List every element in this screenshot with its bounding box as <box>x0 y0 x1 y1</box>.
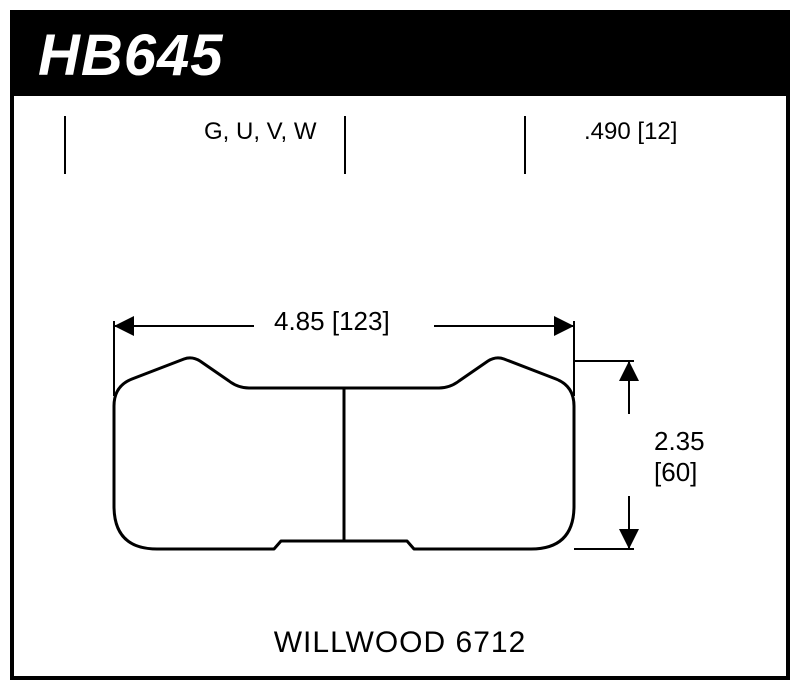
thickness-in: .490 <box>584 118 631 145</box>
frame: HB645 G, U, V, W .490 [12] 4.85 [123] 2.… <box>10 10 790 680</box>
info-separator <box>344 116 346 174</box>
thickness-label: .490 [12] <box>584 118 677 146</box>
diagram-area: 4.85 [123] 2.35 [60] <box>14 196 786 626</box>
header-bar: HB645 <box>14 14 786 96</box>
pad-drawing <box>14 196 734 636</box>
thickness-mm: 12 <box>644 118 671 145</box>
info-row: G, U, V, W .490 [12] <box>14 116 786 146</box>
compounds-label: G, U, V, W <box>204 118 316 146</box>
caliper-label: WILLWOOD 6712 <box>14 626 786 660</box>
info-separator <box>524 116 526 174</box>
info-separator <box>64 116 66 174</box>
part-number: HB645 <box>38 22 224 89</box>
content-area: G, U, V, W .490 [12] 4.85 [123] 2.35 [60… <box>14 96 786 676</box>
